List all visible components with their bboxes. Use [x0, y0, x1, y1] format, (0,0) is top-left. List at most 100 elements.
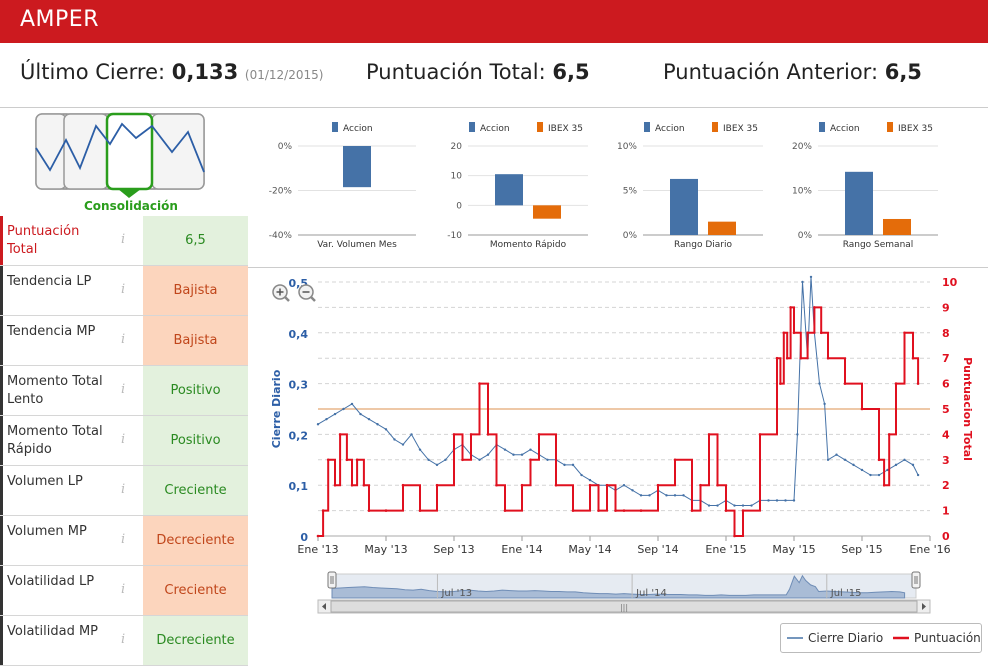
- scroll-right-arrow-icon[interactable]: [922, 603, 926, 610]
- indicator-label-cell: Volatilidad LP i: [0, 566, 143, 615]
- y-right-tick: 10: [942, 276, 958, 289]
- indicator-value: Positivo: [143, 416, 248, 465]
- mini-bar-accion[interactable]: [343, 146, 371, 188]
- total-score-value: 6,5: [552, 60, 590, 84]
- y-left-tick: 0: [300, 531, 308, 544]
- cierre-point: [580, 473, 583, 477]
- puntuacion-point: [699, 483, 702, 487]
- info-icon[interactable]: i: [121, 332, 126, 347]
- navigator-scrollbar[interactable]: |||: [317, 599, 931, 614]
- info-icon[interactable]: i: [121, 482, 126, 497]
- cierre-point: [682, 494, 685, 497]
- mini-bar-accion[interactable]: [845, 171, 873, 235]
- cierre-point: [733, 504, 736, 507]
- puntuacion-point: [799, 356, 803, 360]
- cierre-point: [818, 382, 821, 385]
- puntuacion-point: [503, 509, 507, 512]
- mini-bar-ibex[interactable]: [708, 221, 736, 235]
- info-icon[interactable]: i: [121, 532, 126, 547]
- indicator-row: Volumen MP i Decreciente: [0, 516, 248, 566]
- cierre-point: [916, 473, 920, 477]
- scroll-left-arrow-icon[interactable]: [322, 603, 326, 610]
- y-right-tick: 6: [942, 378, 950, 391]
- cierre-point: [784, 499, 787, 502]
- mini-bar-ibex[interactable]: [533, 205, 561, 219]
- info-icon[interactable]: i: [121, 432, 126, 447]
- info-icon[interactable]: i: [121, 382, 126, 397]
- cierre-point: [622, 484, 626, 487]
- cierre-point: [435, 463, 439, 467]
- puntuacion-point: [316, 534, 320, 538]
- indicator-row: Puntuación Total i 6,5: [0, 216, 248, 266]
- info-icon[interactable]: i: [121, 632, 126, 647]
- cierre-point: [835, 453, 838, 456]
- mini-ytick: 0%: [623, 231, 638, 241]
- mini-ytick: 20%: [792, 142, 812, 152]
- puntuacion-point: [478, 382, 481, 385]
- indicator-label-cell: Tendencia MP i: [0, 316, 143, 365]
- zoom-out-icon[interactable]: [298, 284, 316, 302]
- chart-legend[interactable]: Cierre Diario Puntuación: [780, 623, 982, 653]
- cierre-point: [852, 463, 855, 467]
- cierre-point: [826, 458, 830, 461]
- y-right-label: Puntuacion Total: [961, 357, 974, 461]
- mini-chart-3: 20% 10% 0% Accion IBEX 35 Rango Semanal: [792, 122, 938, 250]
- range-navigator[interactable]: Jul '13 Jul '14 Jul '15: [327, 571, 921, 599]
- info-icon[interactable]: i: [121, 232, 126, 247]
- cierre-point: [775, 499, 779, 502]
- cierre-point: [639, 494, 643, 497]
- indicator-row: Volatilidad LP i Creciente: [0, 566, 248, 616]
- section-divider: [248, 267, 988, 268]
- puntuacion-point: [554, 483, 558, 487]
- puntuacion-point: [338, 433, 342, 436]
- legend-svg: Cierre Diario Puntuación: [787, 631, 981, 645]
- legend-puntuacion-label[interactable]: Puntuación: [914, 631, 981, 645]
- indicator-name: Momento Total Rápido: [7, 424, 103, 457]
- navigator-handle[interactable]: [911, 571, 921, 589]
- indicator-name: Puntuación Total: [7, 224, 80, 257]
- cierre-diario-line[interactable]: [317, 276, 919, 506]
- y-right-tick: 8: [942, 327, 950, 340]
- last-close-date: (01/12/2015): [244, 68, 324, 82]
- y-left-tick: 0,1: [289, 480, 309, 493]
- mini-ytick: 0: [456, 201, 462, 211]
- cierre-point: [750, 504, 753, 507]
- last-close-value: 0,133: [171, 60, 239, 84]
- indicator-name: Tendencia MP: [7, 324, 96, 339]
- puntuacion-point: [860, 407, 864, 411]
- mini-bar-accion[interactable]: [495, 174, 523, 206]
- mini-legend-swatch: [644, 122, 650, 132]
- scrollbar-thumb[interactable]: [330, 600, 918, 613]
- puntuacion-point: [529, 458, 532, 462]
- x-tick-label: Ene '13: [297, 543, 338, 556]
- puntuacion-point: [614, 509, 617, 512]
- indicator-panel: Consolidación Puntuación Total i 6,5 Tenden…: [0, 108, 248, 668]
- info-icon[interactable]: i: [121, 582, 126, 597]
- legend-cierre-label[interactable]: Cierre Diario: [808, 631, 883, 645]
- mini-bar-ibex[interactable]: [883, 218, 911, 235]
- puntuacion-line[interactable]: [318, 306, 920, 537]
- puntuacion-point: [452, 433, 456, 436]
- puntuacion-point: [537, 433, 541, 436]
- indicator-label-cell: Volumen LP i: [0, 466, 143, 515]
- indicator-name: Volatilidad MP: [7, 624, 99, 639]
- navigator-handle[interactable]: [327, 571, 337, 589]
- cierre-point: [665, 494, 668, 497]
- puntuacion-point: [469, 433, 473, 436]
- indicator-row: Tendencia LP i Bajista: [0, 266, 248, 316]
- mini-chart-title: Rango Diario: [674, 240, 733, 250]
- navigator-label: Jul '15: [830, 588, 862, 599]
- mini-bar-accion[interactable]: [670, 178, 698, 235]
- mini-chart-0: 0% -20% -40% Accion Var. Volumen Mes: [269, 122, 416, 250]
- y-right-tick: 4: [942, 428, 950, 441]
- puntuacion-point: [903, 331, 906, 335]
- cierre-point: [350, 402, 354, 406]
- cierre-point: [520, 453, 524, 456]
- header-bar: AMPER: [0, 0, 988, 43]
- info-icon[interactable]: i: [121, 282, 126, 297]
- cierre-point: [512, 453, 515, 456]
- puntuacion-point: [716, 483, 719, 487]
- zoom-in-icon[interactable]: [272, 284, 290, 302]
- cierre-point: [333, 412, 337, 416]
